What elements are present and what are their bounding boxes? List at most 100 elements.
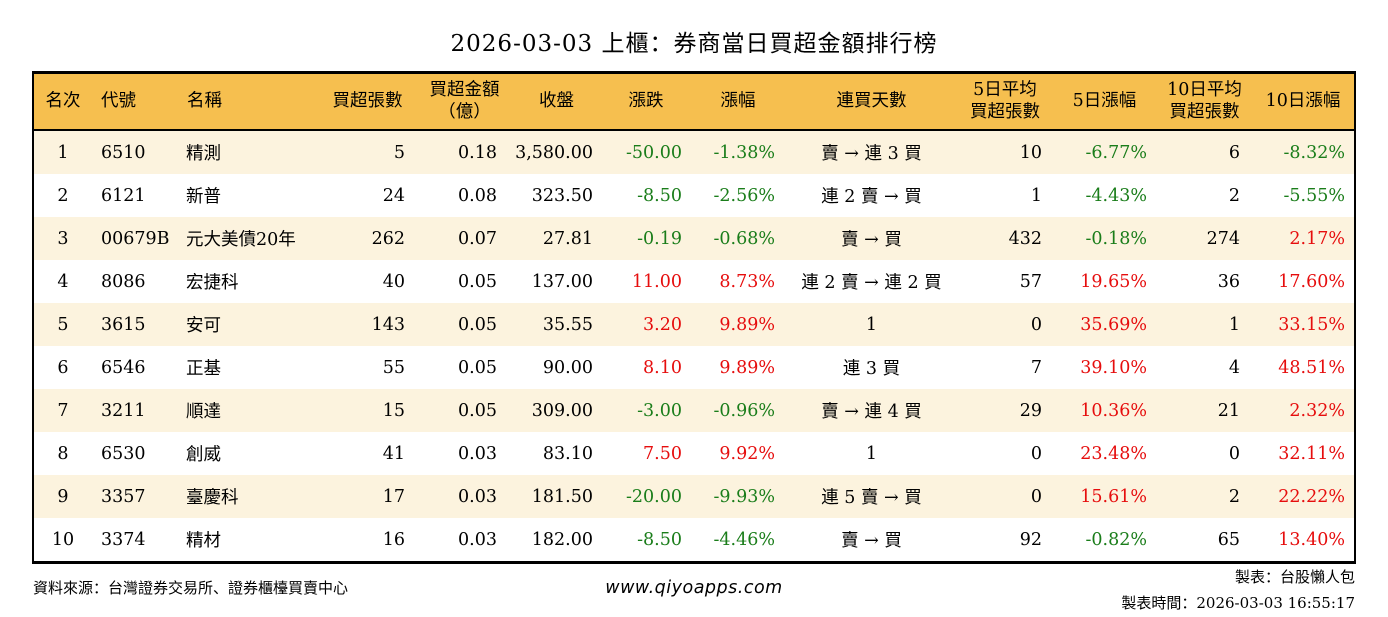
cell-close: 3,580.00: [515, 142, 593, 163]
cell-net-buy-lots: 41: [382, 443, 405, 464]
table-body: 1 6510 精測 5 0.18 3,580.00 -50.00 -1.38% 賣 → 連 3 …: [33, 130, 1355, 563]
cell-change-pct: 9.89%: [719, 314, 775, 335]
data-source-text: 資料來源：台灣證券交易所、證券櫃檯買賣中心: [33, 579, 349, 597]
cell-rank: 10: [51, 529, 75, 550]
cell-code: 6121: [101, 185, 146, 206]
header-name: 名稱: [178, 72, 318, 131]
cell-close: 323.50: [531, 185, 593, 206]
cell-avg5-lots: 57: [1019, 271, 1042, 292]
cell-avg10-lots: 4: [1228, 357, 1240, 378]
table-row: 9 3357 臺慶科 17 0.03 181.50 -20.00 -9.93% 連 5 賣 → …: [33, 475, 1355, 518]
cell-change: 7.50: [643, 443, 682, 464]
cell-name: 精材: [186, 531, 221, 551]
cell-rank: 5: [57, 314, 69, 335]
cell-change5-pct: -6.77%: [1085, 142, 1147, 163]
cell-name: 宏捷科: [186, 273, 239, 293]
cell-close: 182.00: [531, 529, 593, 550]
cell-avg5-lots: 10: [1019, 142, 1042, 163]
cell-net-buy-amount: 0.18: [458, 142, 497, 163]
cell-change5-pct: -0.82%: [1085, 529, 1147, 550]
cell-change10-pct: 2.32%: [1289, 400, 1345, 421]
cell-close: 181.50: [531, 486, 593, 507]
cell-rank: 1: [57, 142, 69, 163]
cell-code: 6530: [101, 443, 146, 464]
cell-change: 8.10: [643, 357, 682, 378]
cell-close: 27.81: [542, 228, 593, 249]
cell-change10-pct: 48.51%: [1278, 357, 1345, 378]
cell-rank: 3: [57, 228, 69, 249]
cell-net-buy-amount: 0.05: [458, 271, 497, 292]
cell-change5-pct: 39.10%: [1080, 357, 1147, 378]
cell-name: 元大美債20年: [186, 230, 296, 250]
footer: 資料來源：台灣證券交易所、證券櫃檯買賣中心 www.qiyoapps.com 製…: [33, 567, 1355, 615]
cell-avg10-lots: 36: [1217, 271, 1240, 292]
cell-net-buy-lots: 143: [371, 314, 405, 335]
cell-net-buy-amount: 0.08: [458, 185, 497, 206]
cell-change: -0.19: [637, 228, 682, 249]
cell-change10-pct: 22.22%: [1278, 486, 1345, 507]
header-change: 漲跌: [601, 72, 691, 131]
cell-buy-streak: 1: [865, 314, 878, 335]
cell-buy-streak: 1: [865, 443, 878, 464]
cell-change: -8.50: [637, 185, 682, 206]
header-change-pct: 漲幅: [691, 72, 785, 131]
cell-avg5-lots: 432: [1008, 228, 1042, 249]
cell-change5-pct: 23.48%: [1080, 443, 1147, 464]
cell-avg10-lots: 274: [1206, 228, 1240, 249]
cell-code: 6510: [101, 142, 146, 163]
cell-net-buy-amount: 0.07: [458, 228, 497, 249]
cell-change: 3.20: [643, 314, 682, 335]
cell-change10-pct: 32.11%: [1278, 443, 1345, 464]
cell-buy-streak: 賣 → 連 4 買: [821, 402, 922, 422]
cell-net-buy-lots: 55: [382, 357, 405, 378]
cell-net-buy-amount: 0.03: [458, 443, 497, 464]
cell-change5-pct: -4.43%: [1085, 185, 1147, 206]
cell-change10-pct: 33.15%: [1278, 314, 1345, 335]
cell-change5-pct: 35.69%: [1080, 314, 1147, 335]
cell-buy-streak: 連 2 賣 → 連 2 買: [801, 273, 942, 293]
cell-change: -50.00: [625, 142, 682, 163]
cell-change-pct: 9.89%: [719, 357, 775, 378]
cell-rank: 9: [57, 486, 69, 507]
table-row: 5 3615 安可 143 0.05 35.55 3.20 9.89% 1 0 35.69% 1 33.…: [33, 303, 1355, 346]
cell-net-buy-amount: 0.03: [458, 529, 497, 550]
cell-net-buy-amount: 0.05: [458, 357, 497, 378]
cell-name: 新普: [186, 187, 221, 207]
cell-net-buy-lots: 5: [393, 142, 405, 163]
cell-rank: 6: [57, 357, 69, 378]
cell-change-pct: -0.68%: [713, 228, 775, 249]
header-net-buy-lots: 買超張數: [318, 72, 417, 131]
cell-rank: 2: [57, 185, 69, 206]
cell-rank: 7: [57, 400, 69, 421]
cell-code: 3374: [101, 529, 146, 550]
cell-close: 309.00: [531, 400, 593, 421]
table-row: 3 00679B 元大美債20年 262 0.07 27.81 -0.19 -0.68% 賣 →…: [33, 217, 1355, 260]
cell-avg10-lots: 0: [1228, 443, 1240, 464]
cell-net-buy-lots: 24: [382, 185, 405, 206]
cell-name: 順達: [186, 402, 221, 422]
cell-change: -3.00: [637, 400, 682, 421]
header-code: 代號: [92, 72, 178, 131]
cell-net-buy-lots: 40: [382, 271, 405, 292]
cell-avg5-lots: 92: [1019, 529, 1042, 550]
cell-code: 3357: [101, 486, 146, 507]
cell-change-pct: -9.93%: [713, 486, 775, 507]
cell-buy-streak: 連 5 賣 → 買: [821, 488, 922, 508]
cell-change10-pct: -5.55%: [1283, 185, 1345, 206]
cell-buy-streak: 連 2 賣 → 買: [821, 187, 922, 207]
cell-code: 6546: [101, 357, 146, 378]
cell-net-buy-lots: 262: [371, 228, 405, 249]
cell-change-pct: -0.96%: [713, 400, 775, 421]
cell-name: 正基: [186, 359, 221, 379]
table-row: 2 6121 新普 24 0.08 323.50 -8.50 -2.56% 連 2 賣 → 買 1…: [33, 174, 1355, 217]
cell-change: -20.00: [625, 486, 682, 507]
ranking-table: 名次 代號 名稱 買超張數 買超金額 （億） 收盤 漲跌 漲幅 連買天數 5日平均 買超張數 5日漲幅 1…: [32, 71, 1356, 564]
cell-close: 137.00: [531, 271, 593, 292]
credit-author: 製表：台股懶人包: [1234, 568, 1355, 586]
cell-avg10-lots: 1: [1228, 314, 1240, 335]
cell-buy-streak: 賣 → 買: [841, 230, 902, 250]
header-buy-streak: 連買天數: [785, 72, 958, 131]
cell-name: 臺慶科: [186, 488, 239, 508]
cell-buy-streak: 賣 → 連 3 買: [821, 144, 922, 164]
cell-buy-streak: 賣 → 買: [841, 531, 902, 551]
